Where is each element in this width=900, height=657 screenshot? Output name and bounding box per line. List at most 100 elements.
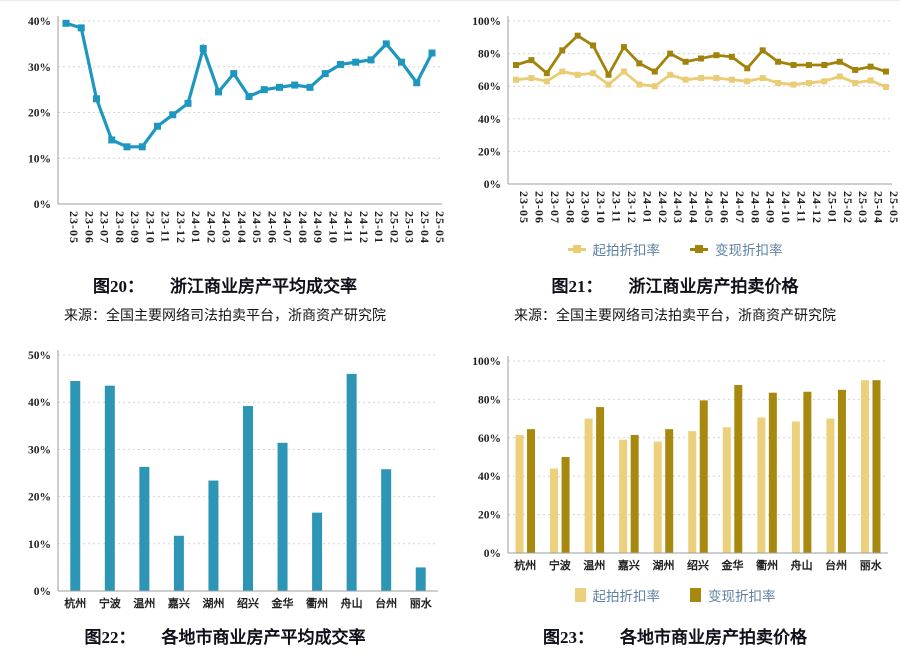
x-axis-ticks: 23-05 23-06 23-07 23-08 23-09 23-10 23-11 23-12… <box>517 191 900 224</box>
bar <box>596 407 605 553</box>
bar <box>803 391 812 553</box>
bar <box>527 429 536 553</box>
figure-title: 各地市商业房产平均成交率 <box>161 628 366 647</box>
bar <box>757 417 766 553</box>
svg-text:湖州: 湖州 <box>652 558 674 572</box>
bar <box>561 457 570 553</box>
marker <box>667 50 674 57</box>
series-line-1 <box>515 33 887 78</box>
marker <box>836 58 843 65</box>
svg-text:100%: 100% <box>472 16 501 28</box>
series-line-0 <box>65 21 434 149</box>
bar <box>860 380 869 553</box>
marker <box>605 81 612 88</box>
marker <box>651 83 658 90</box>
svg-text:温州: 温州 <box>133 596 155 610</box>
svg-text:10%: 10% <box>28 539 51 551</box>
bar <box>346 373 357 591</box>
svg-text:23-12: 23-12 <box>174 211 188 244</box>
svg-text:24-05: 24-05 <box>250 211 264 244</box>
figure-caption-fig22: 图22： 各地市商业房产平均成交率 <box>85 623 366 657</box>
legend-marker-icon <box>695 244 703 253</box>
figure-caption-fig23: 图23： 各地市商业房产拍卖价格 <box>543 623 807 657</box>
legend-swatch-icon <box>567 244 586 253</box>
legend-item: 变现折扣率 <box>690 585 776 605</box>
svg-text:24-12: 24-12 <box>357 211 371 244</box>
bar <box>584 418 593 553</box>
bar <box>734 385 743 553</box>
legend-swatch-icon <box>690 244 708 253</box>
svg-text:23-10: 23-10 <box>594 191 608 224</box>
marker <box>636 81 643 88</box>
bar <box>277 442 288 591</box>
svg-text:25-05: 25-05 <box>433 211 447 244</box>
svg-text:金华: 金华 <box>271 596 294 610</box>
svg-text:24-09: 24-09 <box>311 211 325 244</box>
marker <box>291 81 299 89</box>
marker <box>138 143 146 151</box>
svg-text:衢州: 衢州 <box>756 558 778 572</box>
svg-text:40%: 40% <box>478 471 501 483</box>
svg-text:24-02: 24-02 <box>204 211 218 244</box>
bar <box>550 468 559 553</box>
svg-text:60%: 60% <box>478 433 501 445</box>
marker <box>590 70 597 77</box>
bar <box>653 441 662 553</box>
svg-text:24-10: 24-10 <box>326 211 340 244</box>
fig20-line-chart: 0%10%20%30%40%23-05 23-06 23-07 23-08 23-09 2… <box>28 16 447 244</box>
svg-text:23-11: 23-11 <box>610 191 624 223</box>
svg-text:24-01: 24-01 <box>189 211 203 244</box>
x-axis-ticks: 杭州 宁波 温州 嘉兴 湖州 绍兴 金华 衢州 舟山 台州 丽水 <box>64 596 432 610</box>
svg-text:台州: 台州 <box>375 596 397 610</box>
svg-text:24-04: 24-04 <box>235 211 249 244</box>
marker <box>728 76 735 83</box>
bar <box>415 567 426 591</box>
marker <box>682 58 689 65</box>
svg-text:10%: 10% <box>28 153 51 165</box>
marker <box>605 71 612 78</box>
svg-text:23-06: 23-06 <box>532 191 546 224</box>
legend-fig21: 起拍折扣率 变现折扣率 <box>567 239 783 259</box>
marker <box>759 47 766 54</box>
svg-text:0%: 0% <box>484 179 501 191</box>
svg-text:40%: 40% <box>28 397 51 409</box>
svg-text:杭州: 杭州 <box>514 558 536 572</box>
source-note-fig21: 来源：全国主要网络司法拍卖平台，浙商资产研究院 <box>514 309 836 324</box>
figure-title: 浙江商业房产平均成交率 <box>170 277 357 296</box>
marker <box>667 71 674 78</box>
marker <box>337 60 344 68</box>
marker <box>790 81 797 88</box>
svg-text:24-08: 24-08 <box>296 211 310 244</box>
marker <box>867 63 874 70</box>
gridlines <box>58 20 442 159</box>
marker <box>744 65 751 72</box>
marker <box>123 143 131 151</box>
x-axis-ticks: 23-05 23-06 23-07 23-08 23-09 23-10 23-11 23-12… <box>67 211 447 244</box>
marker <box>728 53 735 60</box>
marker <box>413 79 421 87</box>
bar <box>139 466 150 591</box>
svg-text:80%: 80% <box>478 394 501 406</box>
marker <box>620 44 627 51</box>
marker <box>620 68 627 75</box>
figure-number: 图23： <box>543 628 594 647</box>
marker <box>852 66 859 73</box>
svg-text:24-03: 24-03 <box>671 191 685 224</box>
marker <box>62 19 70 27</box>
marker <box>199 44 207 52</box>
svg-text:25-01: 25-01 <box>825 191 839 224</box>
legend-swatch-icon <box>574 588 586 602</box>
legend-swatch-icon <box>690 588 701 602</box>
bar <box>768 392 777 553</box>
chart-cell-fig22: 0% 10% 20% 30% 40% 50% 杭州 宁波 温州 嘉兴 湖州 绍兴 金华 衢州 舟山 台州 丽水 … <box>0 335 450 657</box>
source-note-fig20: 来源：全国主要网络司法拍卖平台，浙商资产研究院 <box>64 309 386 324</box>
bar <box>688 431 697 553</box>
svg-text:100%: 100% <box>472 356 501 368</box>
legend-label: 起拍折扣率 <box>592 243 661 258</box>
marker <box>883 68 889 75</box>
marker <box>698 55 704 62</box>
marker <box>543 78 550 85</box>
svg-text:25-05: 25-05 <box>887 191 900 224</box>
marker <box>713 75 720 82</box>
